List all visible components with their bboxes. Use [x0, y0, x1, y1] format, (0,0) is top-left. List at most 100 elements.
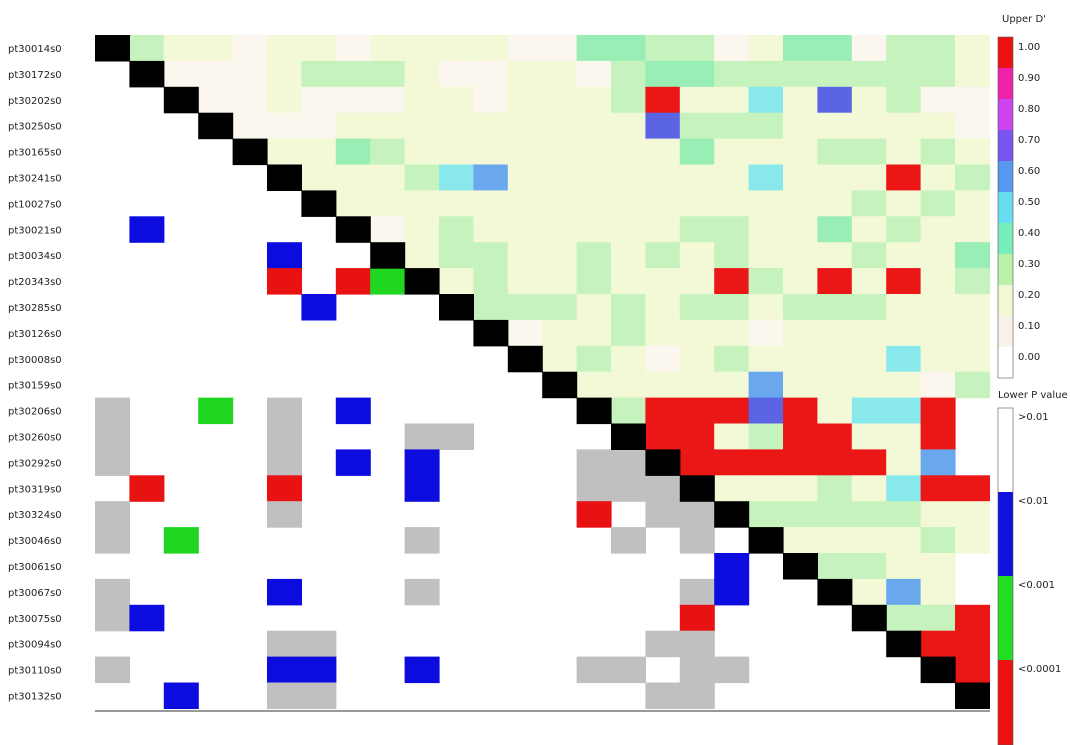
row-label: pt30094s0	[8, 640, 62, 651]
upper-dprime-cell	[301, 60, 337, 88]
upper-dprime-cell	[129, 35, 165, 62]
upper-dprime-cell	[783, 371, 818, 399]
upper-dprime-cell	[920, 527, 956, 554]
row-label: pt30202s0	[8, 96, 62, 107]
lower-legend-swatch	[998, 576, 1013, 660]
upper-dprime-cell	[817, 345, 853, 373]
upper-dprime-cell	[851, 112, 887, 140]
lower-p-cell	[611, 475, 646, 502]
upper-legend-label: 0.10	[1018, 321, 1040, 332]
upper-dprime-cell	[439, 268, 474, 295]
upper-dprime-cell	[576, 371, 612, 399]
upper-dprime-cell	[679, 35, 715, 62]
upper-dprime-cell	[714, 423, 750, 450]
upper-dprime-cell	[645, 60, 681, 88]
upper-dprime-cell	[439, 216, 474, 243]
upper-legend-swatch	[998, 161, 1013, 192]
upper-dprime-cell	[267, 86, 302, 114]
upper-dprime-cell	[783, 268, 818, 295]
row-label: pt30046s0	[8, 536, 62, 547]
upper-dprime-cell	[886, 501, 922, 528]
upper-dprime-cell	[851, 553, 887, 580]
upper-dprime-cell	[955, 475, 990, 502]
upper-dprime-cell	[335, 60, 371, 88]
upper-dprime-cell	[542, 319, 578, 347]
upper-dprime-cell	[817, 164, 853, 191]
lower-p-cell	[335, 268, 371, 295]
row-label: pt30241s0	[8, 173, 62, 184]
upper-dprime-cell	[439, 35, 474, 62]
upper-dprime-cell	[542, 138, 578, 166]
upper-dprime-cell	[920, 345, 956, 373]
upper-dprime-cell	[576, 60, 612, 88]
upper-dprime-cell	[714, 138, 750, 166]
upper-dprime-cell	[404, 60, 440, 88]
upper-dprime-cell	[886, 268, 922, 295]
upper-dprime-cell	[851, 345, 887, 373]
lower-legend-frame	[997, 407, 1014, 745]
upper-dprime-cell	[748, 423, 784, 450]
row-label: pt30319s0	[8, 484, 62, 495]
upper-dprime-cell	[851, 475, 887, 502]
upper-dprime-cell	[611, 112, 646, 140]
upper-dprime-cell	[783, 35, 818, 62]
upper-dprime-cell	[955, 216, 990, 243]
lower-p-cell	[645, 475, 681, 502]
upper-dprime-cell	[783, 138, 818, 166]
row-label: pt30285s0	[8, 303, 62, 314]
upper-dprime-cell	[439, 138, 474, 166]
lower-p-cell	[95, 656, 130, 684]
row-label: pt30324s0	[8, 510, 62, 521]
upper-dprime-cell	[335, 86, 371, 114]
upper-dprime-cell	[783, 423, 818, 450]
upper-dprime-cell	[507, 242, 543, 269]
diagonal-cell	[920, 656, 956, 684]
upper-dprime-cell	[817, 86, 853, 114]
lower-p-cell	[645, 682, 681, 709]
upper-dprime-cell	[851, 294, 887, 321]
upper-legend-swatch	[998, 347, 1013, 378]
upper-dprime-cell	[920, 397, 956, 425]
lower-p-cell	[404, 578, 440, 606]
upper-dprime-cell	[817, 501, 853, 528]
upper-dprime-cell	[576, 268, 612, 295]
upper-dprime-cell	[611, 164, 646, 191]
upper-dprime-cell	[370, 216, 406, 243]
lower-p-cell	[645, 630, 681, 658]
lower-p-cell	[301, 630, 337, 658]
lower-p-cell	[679, 527, 715, 554]
upper-legend-swatch	[998, 99, 1013, 130]
upper-dprime-cell	[542, 345, 578, 373]
upper-dprime-cell	[404, 138, 440, 166]
upper-dprime-cell	[886, 60, 922, 88]
upper-dprime-cell	[404, 86, 440, 114]
upper-dprime-cell	[886, 423, 922, 450]
upper-dprime-cell	[817, 397, 853, 425]
upper-dprime-cell	[817, 475, 853, 502]
upper-dprime-cell	[542, 294, 578, 321]
upper-dprime-cell	[955, 294, 990, 321]
upper-dprime-cell	[748, 397, 784, 425]
lower-p-cell	[679, 656, 715, 684]
upper-dprime-cell	[473, 112, 509, 140]
lower-p-cell	[576, 656, 612, 684]
upper-dprime-cell	[851, 35, 887, 62]
diagonal-cell	[679, 475, 715, 502]
upper-dprime-cell	[267, 60, 302, 88]
upper-dprime-cell	[473, 60, 509, 88]
upper-dprime-cell	[851, 527, 887, 554]
upper-dprime-cell	[955, 112, 990, 140]
upper-dprime-cell	[851, 216, 887, 243]
upper-legend-label: 0.00	[1018, 352, 1040, 363]
upper-dprime-cell	[783, 319, 818, 347]
upper-dprime-cell	[851, 449, 887, 476]
upper-dprime-cell	[679, 294, 715, 321]
diagonal-cell	[163, 86, 199, 114]
upper-dprime-cell	[783, 242, 818, 269]
upper-dprime-cell	[679, 60, 715, 88]
upper-dprime-cell	[886, 294, 922, 321]
lower-p-cell	[714, 553, 750, 580]
upper-dprime-cell	[507, 112, 543, 140]
upper-dprime-cell	[404, 35, 440, 62]
